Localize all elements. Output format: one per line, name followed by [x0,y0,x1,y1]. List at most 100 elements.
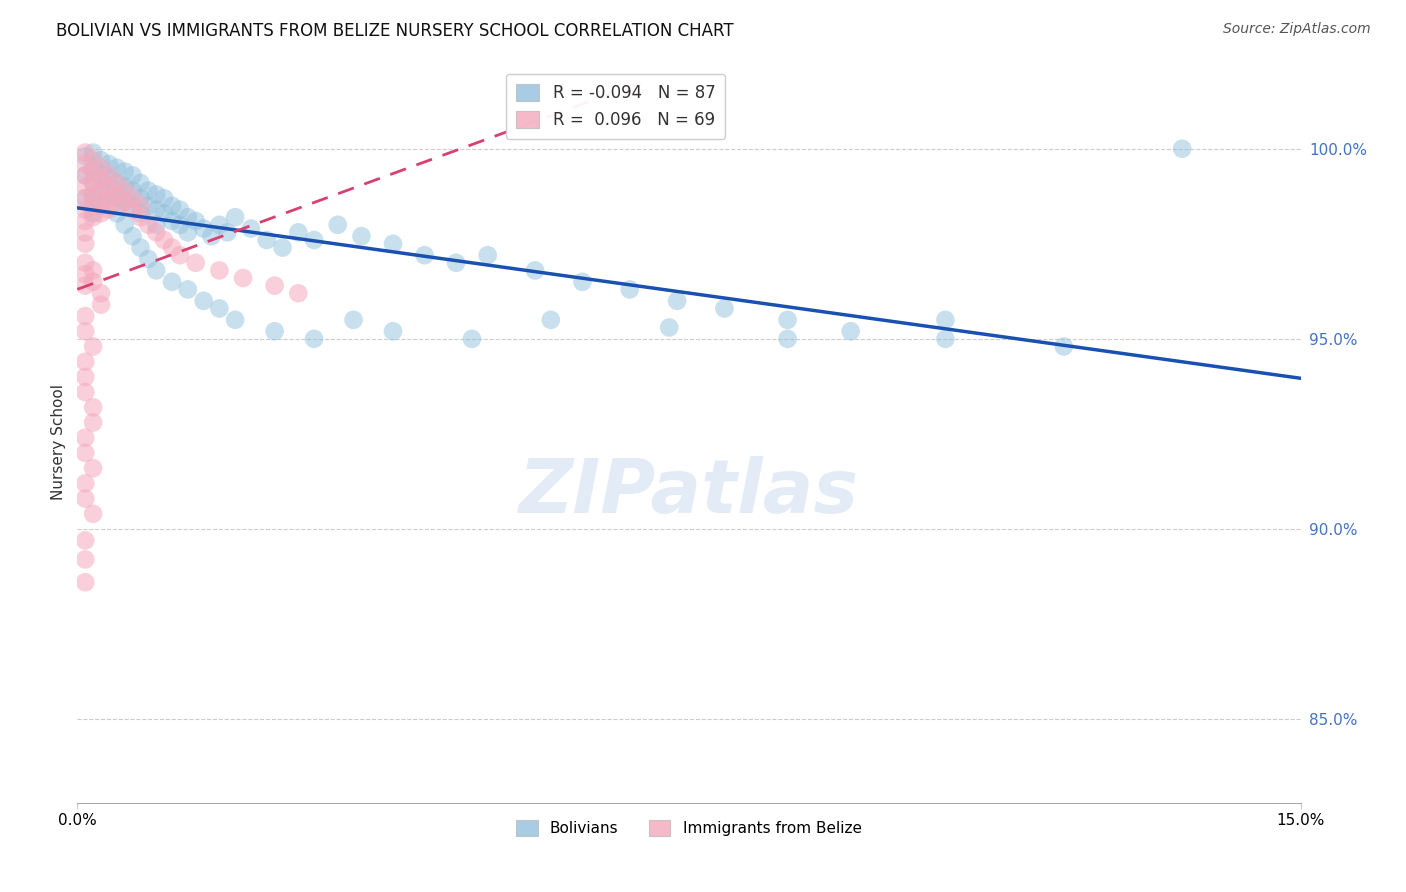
Point [90,172,112,186]
Point [75,476,97,491]
Point [1053,339,1076,353]
Point [114,194,136,209]
Point [82,145,104,160]
Point [90,169,112,183]
Point [75,256,97,270]
Point [114,184,136,198]
Point [208,301,231,316]
Point [105,187,128,202]
Point [82,339,104,353]
Point [382,236,405,251]
Point [82,263,104,277]
Point [138,218,160,232]
Point [271,241,294,255]
Point [75,145,97,160]
Point [193,293,215,308]
Point [839,324,862,338]
Point [82,164,104,178]
Point [114,179,136,194]
Point [90,199,112,213]
Y-axis label: Nursery School: Nursery School [51,384,66,500]
Point [105,206,128,220]
Point [82,199,104,213]
Point [75,157,97,171]
Point [97,172,120,186]
Point [160,214,183,228]
Point [105,176,128,190]
Point [82,176,104,190]
Point [145,263,167,277]
Point [342,313,364,327]
Point [105,191,128,205]
Point [239,221,262,235]
Point [129,206,152,220]
Point [540,313,562,327]
Point [138,199,160,213]
Point [90,194,112,209]
Point [224,313,246,327]
Point [121,184,143,198]
Point [82,210,104,224]
Point [160,241,183,255]
Point [121,229,143,244]
Point [145,202,167,217]
Point [184,256,207,270]
Point [477,248,499,262]
Point [776,332,799,346]
Point [75,278,97,293]
Point [105,199,128,213]
Point [302,332,325,346]
Point [82,401,104,415]
Point [153,191,176,205]
Point [200,229,222,244]
Text: ZIPatlas: ZIPatlas [519,456,859,529]
Point [169,248,191,262]
Point [75,226,97,240]
Point [1171,142,1194,156]
Point [82,275,104,289]
Point [75,575,97,590]
Point [75,309,97,323]
Point [461,332,484,346]
Point [145,218,167,232]
Point [776,313,799,327]
Point [169,218,191,232]
Point [75,191,97,205]
Point [619,282,641,296]
Point [350,229,373,244]
Point [75,236,97,251]
Text: BOLIVIAN VS IMMIGRANTS FROM BELIZE NURSERY SCHOOL CORRELATION CHART: BOLIVIAN VS IMMIGRANTS FROM BELIZE NURSE… [56,22,734,40]
Point [75,169,97,183]
Point [82,416,104,430]
Point [105,176,128,190]
Point [287,226,309,240]
Point [129,210,152,224]
Point [413,248,436,262]
Point [129,199,152,213]
Point [75,267,97,281]
Point [75,179,97,194]
Point [82,176,104,190]
Point [658,320,681,334]
Text: Source: ZipAtlas.com: Source: ZipAtlas.com [1223,22,1371,37]
Point [97,179,120,194]
Point [666,293,689,308]
Point [82,206,104,220]
Point [90,298,112,312]
Point [571,275,593,289]
Point [75,354,97,368]
Point [114,164,136,178]
Point [75,149,97,163]
Point [97,191,120,205]
Point [75,385,97,400]
Point [256,233,278,247]
Point [217,226,239,240]
Point [90,184,112,198]
Point [114,194,136,209]
Point [75,169,97,183]
Point [444,256,467,270]
Point [208,218,231,232]
Point [97,157,120,171]
Point [138,252,160,266]
Point [193,221,215,235]
